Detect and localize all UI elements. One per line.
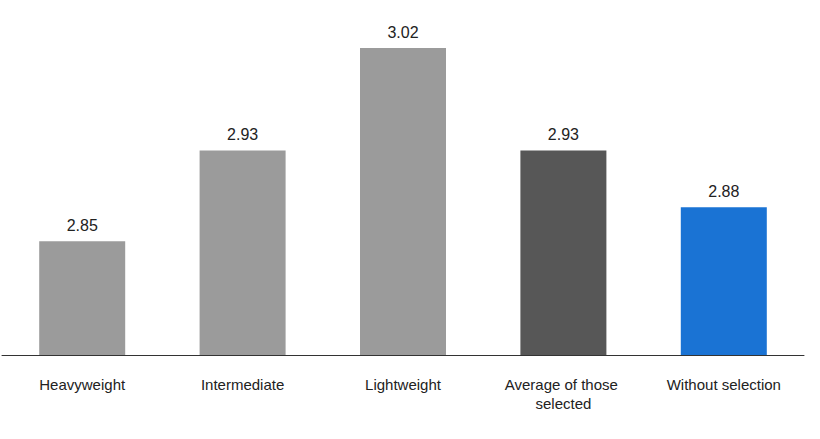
svg-text:3.02: 3.02 — [387, 24, 418, 41]
svg-text:2.93: 2.93 — [227, 126, 258, 143]
svg-text:Heavyweight: Heavyweight — [39, 376, 126, 393]
svg-text:Without selection: Without selection — [667, 376, 781, 393]
svg-text:2.85: 2.85 — [67, 217, 98, 234]
svg-text:Lightweight: Lightweight — [365, 376, 442, 393]
svg-text:2.93: 2.93 — [548, 126, 579, 143]
svg-text:selected: selected — [535, 395, 591, 412]
svg-text:Average of those: Average of those — [505, 376, 622, 393]
svg-text:Intermediate: Intermediate — [201, 376, 284, 393]
svg-text:2.88: 2.88 — [708, 183, 739, 200]
